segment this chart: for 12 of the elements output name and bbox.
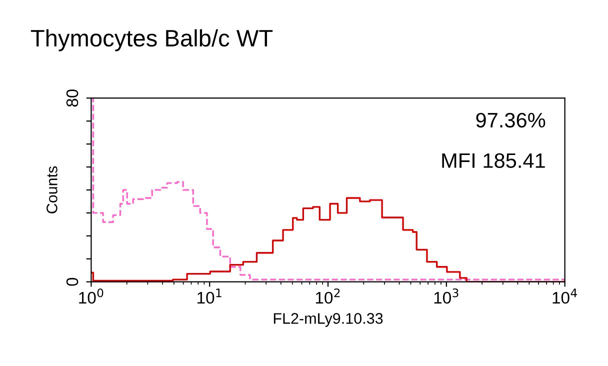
x-tick-label: 10$^{3}$ (434, 288, 458, 304)
annotation: 97.36% (476, 112, 546, 128)
y-tick-label: 0 (66, 278, 78, 286)
x-tick-label: 10$^{4}$ (552, 288, 577, 304)
y-tick-label: 80 (66, 89, 78, 107)
x-tick-label: 10$^{1}$ (198, 288, 222, 304)
x-tick-label: 10$^{0}$ (79, 288, 104, 304)
x-tick-label: 10$^{2}$ (316, 288, 340, 304)
chart-title: Thymocytes Balb/c WT (30, 29, 273, 52)
y-axis-title: Counts (46, 166, 58, 214)
annotation: MFI 185.41 (442, 153, 545, 168)
x-axis-title: FL2-mLy9.10.33 (274, 313, 383, 327)
